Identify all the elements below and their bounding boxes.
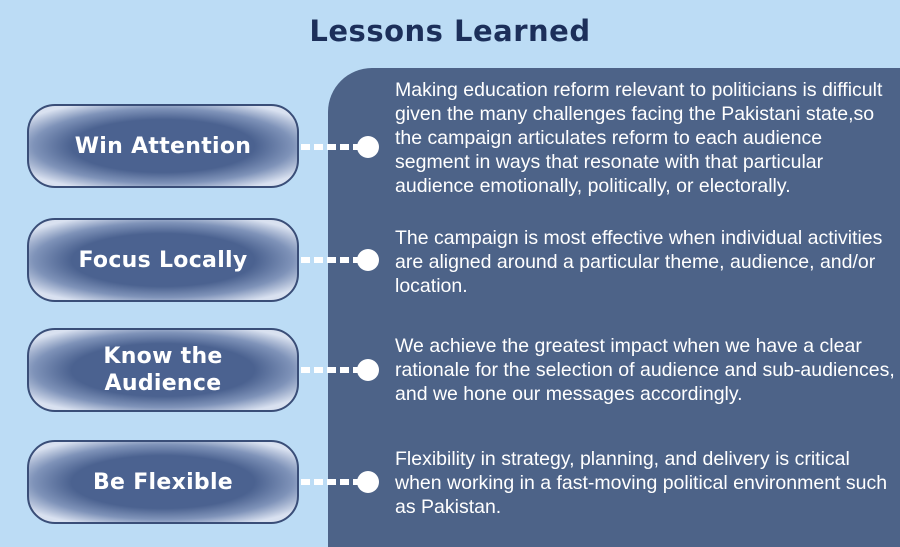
description-panel <box>328 68 900 547</box>
connector-arrow <box>301 470 379 494</box>
connector-dot-icon <box>357 471 379 493</box>
lesson-label: Focus Locally <box>78 247 248 273</box>
connector-arrow <box>301 358 379 382</box>
connector-dot-icon <box>357 359 379 381</box>
dashed-line <box>301 367 359 373</box>
dashed-line <box>301 257 359 263</box>
lesson-description: Flexibility in strategy, planning, and d… <box>395 448 888 518</box>
lesson-label: Be Flexible <box>92 469 234 495</box>
lesson-description: The campaign is most effective when indi… <box>395 227 883 297</box>
connector-arrow <box>301 248 379 272</box>
lesson-pill-know-the-audience: Know the Audience <box>27 328 299 412</box>
lesson-pill-focus-locally: Focus Locally <box>27 218 299 302</box>
lesson-description: We achieve the greatest impact when we h… <box>395 335 895 405</box>
lesson-label: Win Attention <box>74 133 252 159</box>
dashed-line <box>301 479 359 485</box>
connector-arrow <box>301 135 379 159</box>
connector-dot-icon <box>357 136 379 158</box>
lesson-description: Making education reform relevant to poli… <box>395 79 883 197</box>
lesson-pill-win-attention: Win Attention <box>27 104 299 188</box>
lesson-pill-be-flexible: Be Flexible <box>27 440 299 524</box>
dashed-line <box>301 144 359 150</box>
lesson-label: Know the Audience <box>103 344 223 396</box>
page-title: Lessons Learned <box>309 14 591 48</box>
connector-dot-icon <box>357 249 379 271</box>
